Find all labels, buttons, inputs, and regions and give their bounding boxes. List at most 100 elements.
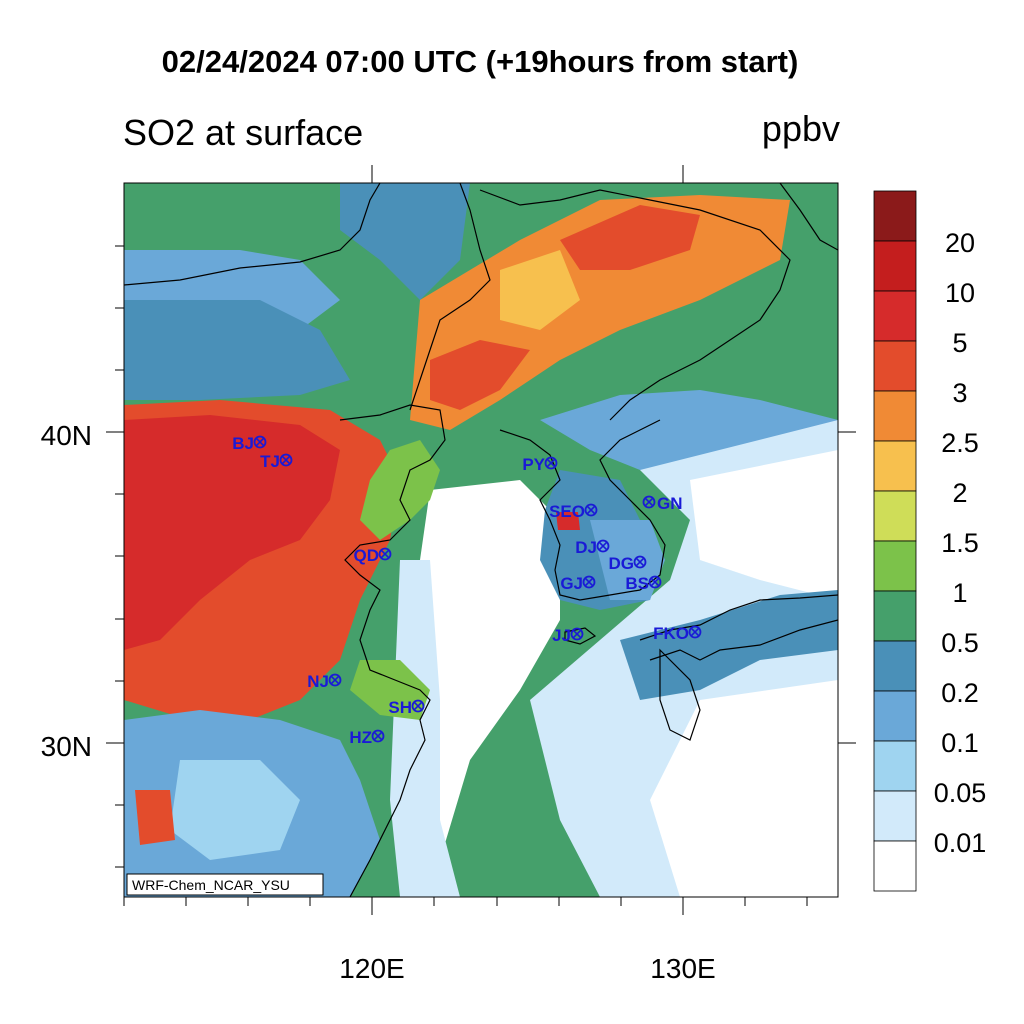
station-markers: BJ TJ PY SEO GN QD DJ DG GJ BS JJ FKO NJ SH HZ <box>232 434 702 747</box>
colorbar-level-label: 0.1 <box>941 728 979 758</box>
colorbar-level-label: 1.5 <box>941 528 979 558</box>
colorbar-segment <box>873 240 917 292</box>
station-marker-seo <box>584 503 598 517</box>
station-cross-sh <box>413 701 423 711</box>
field-east-sea-white-core <box>690 450 838 600</box>
field-south-red-spot <box>135 790 175 845</box>
colorbar-level-label: 0.5 <box>941 628 979 658</box>
station-marker-dg <box>633 555 647 569</box>
station-label-py: PY <box>522 455 545 474</box>
station-marker-nj <box>328 673 342 687</box>
field-north-china-deepred <box>124 415 340 650</box>
station-marker-sh <box>411 699 425 713</box>
station-marker-py <box>544 456 558 470</box>
colorbar-segment <box>873 590 917 642</box>
field-ne-yellow <box>500 250 580 330</box>
station-label-tj: TJ <box>260 452 280 471</box>
coast-honshu-south <box>649 619 838 661</box>
field-korea-blue <box>590 520 665 600</box>
axis-minor-ticks <box>115 245 808 906</box>
station-label-nj: NJ <box>307 672 329 691</box>
colorbar-level-label: 2 <box>952 478 967 508</box>
lon-label-130e: 130E <box>650 953 715 984</box>
colorbar-segment <box>873 540 917 592</box>
colorbar-level-label: 2.5 <box>941 428 979 458</box>
colorbar-segment <box>873 840 917 892</box>
lat-label-40n: 40N <box>41 420 92 451</box>
station-label-fko: FKO <box>653 624 689 643</box>
colorbar-level-label: 1 <box>952 578 967 608</box>
field-east-sea-white-south <box>650 680 838 897</box>
station-marker-gj <box>582 575 596 589</box>
colorbar-segment <box>873 690 917 742</box>
field-japan-teal <box>620 590 838 700</box>
coast-jeju <box>564 627 597 645</box>
colorbar-level-label: 0.05 <box>934 778 987 808</box>
station-cross-jj <box>572 629 582 639</box>
field-northwest-teal <box>124 300 350 400</box>
border-inner <box>409 183 491 411</box>
station-label-sh: SH <box>388 698 412 717</box>
field-seoul-red <box>556 512 580 530</box>
colorbar-segment <box>873 640 917 692</box>
colorbar-level-label: 20 <box>945 228 975 258</box>
station-marker-gn <box>642 495 656 509</box>
map-title: 02/24/2024 07:00 UTC (+19hours from star… <box>161 44 799 79</box>
coast-china <box>339 404 446 897</box>
station-label-bj: BJ <box>232 434 254 453</box>
coast-sakhalin <box>779 183 838 251</box>
field-yellow-sea-lightblue <box>390 560 460 897</box>
border-mongolia <box>124 183 381 286</box>
station-marker-bs <box>648 575 662 589</box>
plot-frame <box>123 182 839 898</box>
colorbar-segment <box>873 190 917 242</box>
station-cross-tj <box>281 455 291 465</box>
station-label-gn: GN <box>657 494 683 513</box>
station-cross-dg <box>635 557 645 567</box>
station-cross-gj <box>584 577 594 587</box>
station-cross-nj <box>330 675 340 685</box>
station-marker-tj <box>279 453 293 467</box>
station-cross-seo <box>586 505 596 515</box>
colorbar-segment <box>873 440 917 492</box>
station-label-bs: BS <box>625 574 649 593</box>
lon-label-120e: 120E <box>339 953 404 984</box>
lat-label-30n: 30N <box>41 731 92 762</box>
station-cross-qd <box>380 549 390 559</box>
station-label-gj: GJ <box>560 574 583 593</box>
field-north-blue <box>340 183 470 300</box>
field-south-lightblue <box>170 760 300 860</box>
model-label: WRF-Chem_NCAR_YSU <box>132 877 290 893</box>
station-label-dj: DJ <box>575 538 597 557</box>
station-cross-fko <box>690 627 700 637</box>
colorbar-level-label: 0.2 <box>941 678 979 708</box>
concentration-field <box>124 183 838 897</box>
axis-ticks <box>106 165 856 915</box>
field-manchuria-red-2 <box>560 205 700 270</box>
colorbar-segment <box>873 740 917 792</box>
station-label-jj: JJ <box>552 626 571 645</box>
border-manchuria <box>479 189 791 421</box>
station-label-hz: HZ <box>349 728 372 747</box>
station-marker-dj <box>596 539 610 553</box>
coast-honshu-north <box>639 594 838 641</box>
station-marker-hz <box>371 729 385 743</box>
station-cross-bj <box>255 437 265 447</box>
coastlines <box>124 183 838 897</box>
station-cross-gn <box>644 497 654 507</box>
field-shanghai-green <box>350 660 430 720</box>
station-label-dg: DG <box>609 554 635 573</box>
station-cross-bs <box>650 577 660 587</box>
station-marker-bj <box>253 435 267 449</box>
colorbar-level-label: 10 <box>945 278 975 308</box>
colorbar-segment <box>873 390 917 442</box>
colorbar-level-label: 5 <box>952 328 967 358</box>
station-marker-fko <box>688 625 702 639</box>
station-label-qd: QD <box>354 546 380 565</box>
station-marker-qd <box>378 547 392 561</box>
model-label-box <box>126 873 324 896</box>
coast-korea <box>499 419 666 601</box>
station-cross-hz <box>373 731 383 741</box>
coast-kyushu <box>659 648 701 741</box>
